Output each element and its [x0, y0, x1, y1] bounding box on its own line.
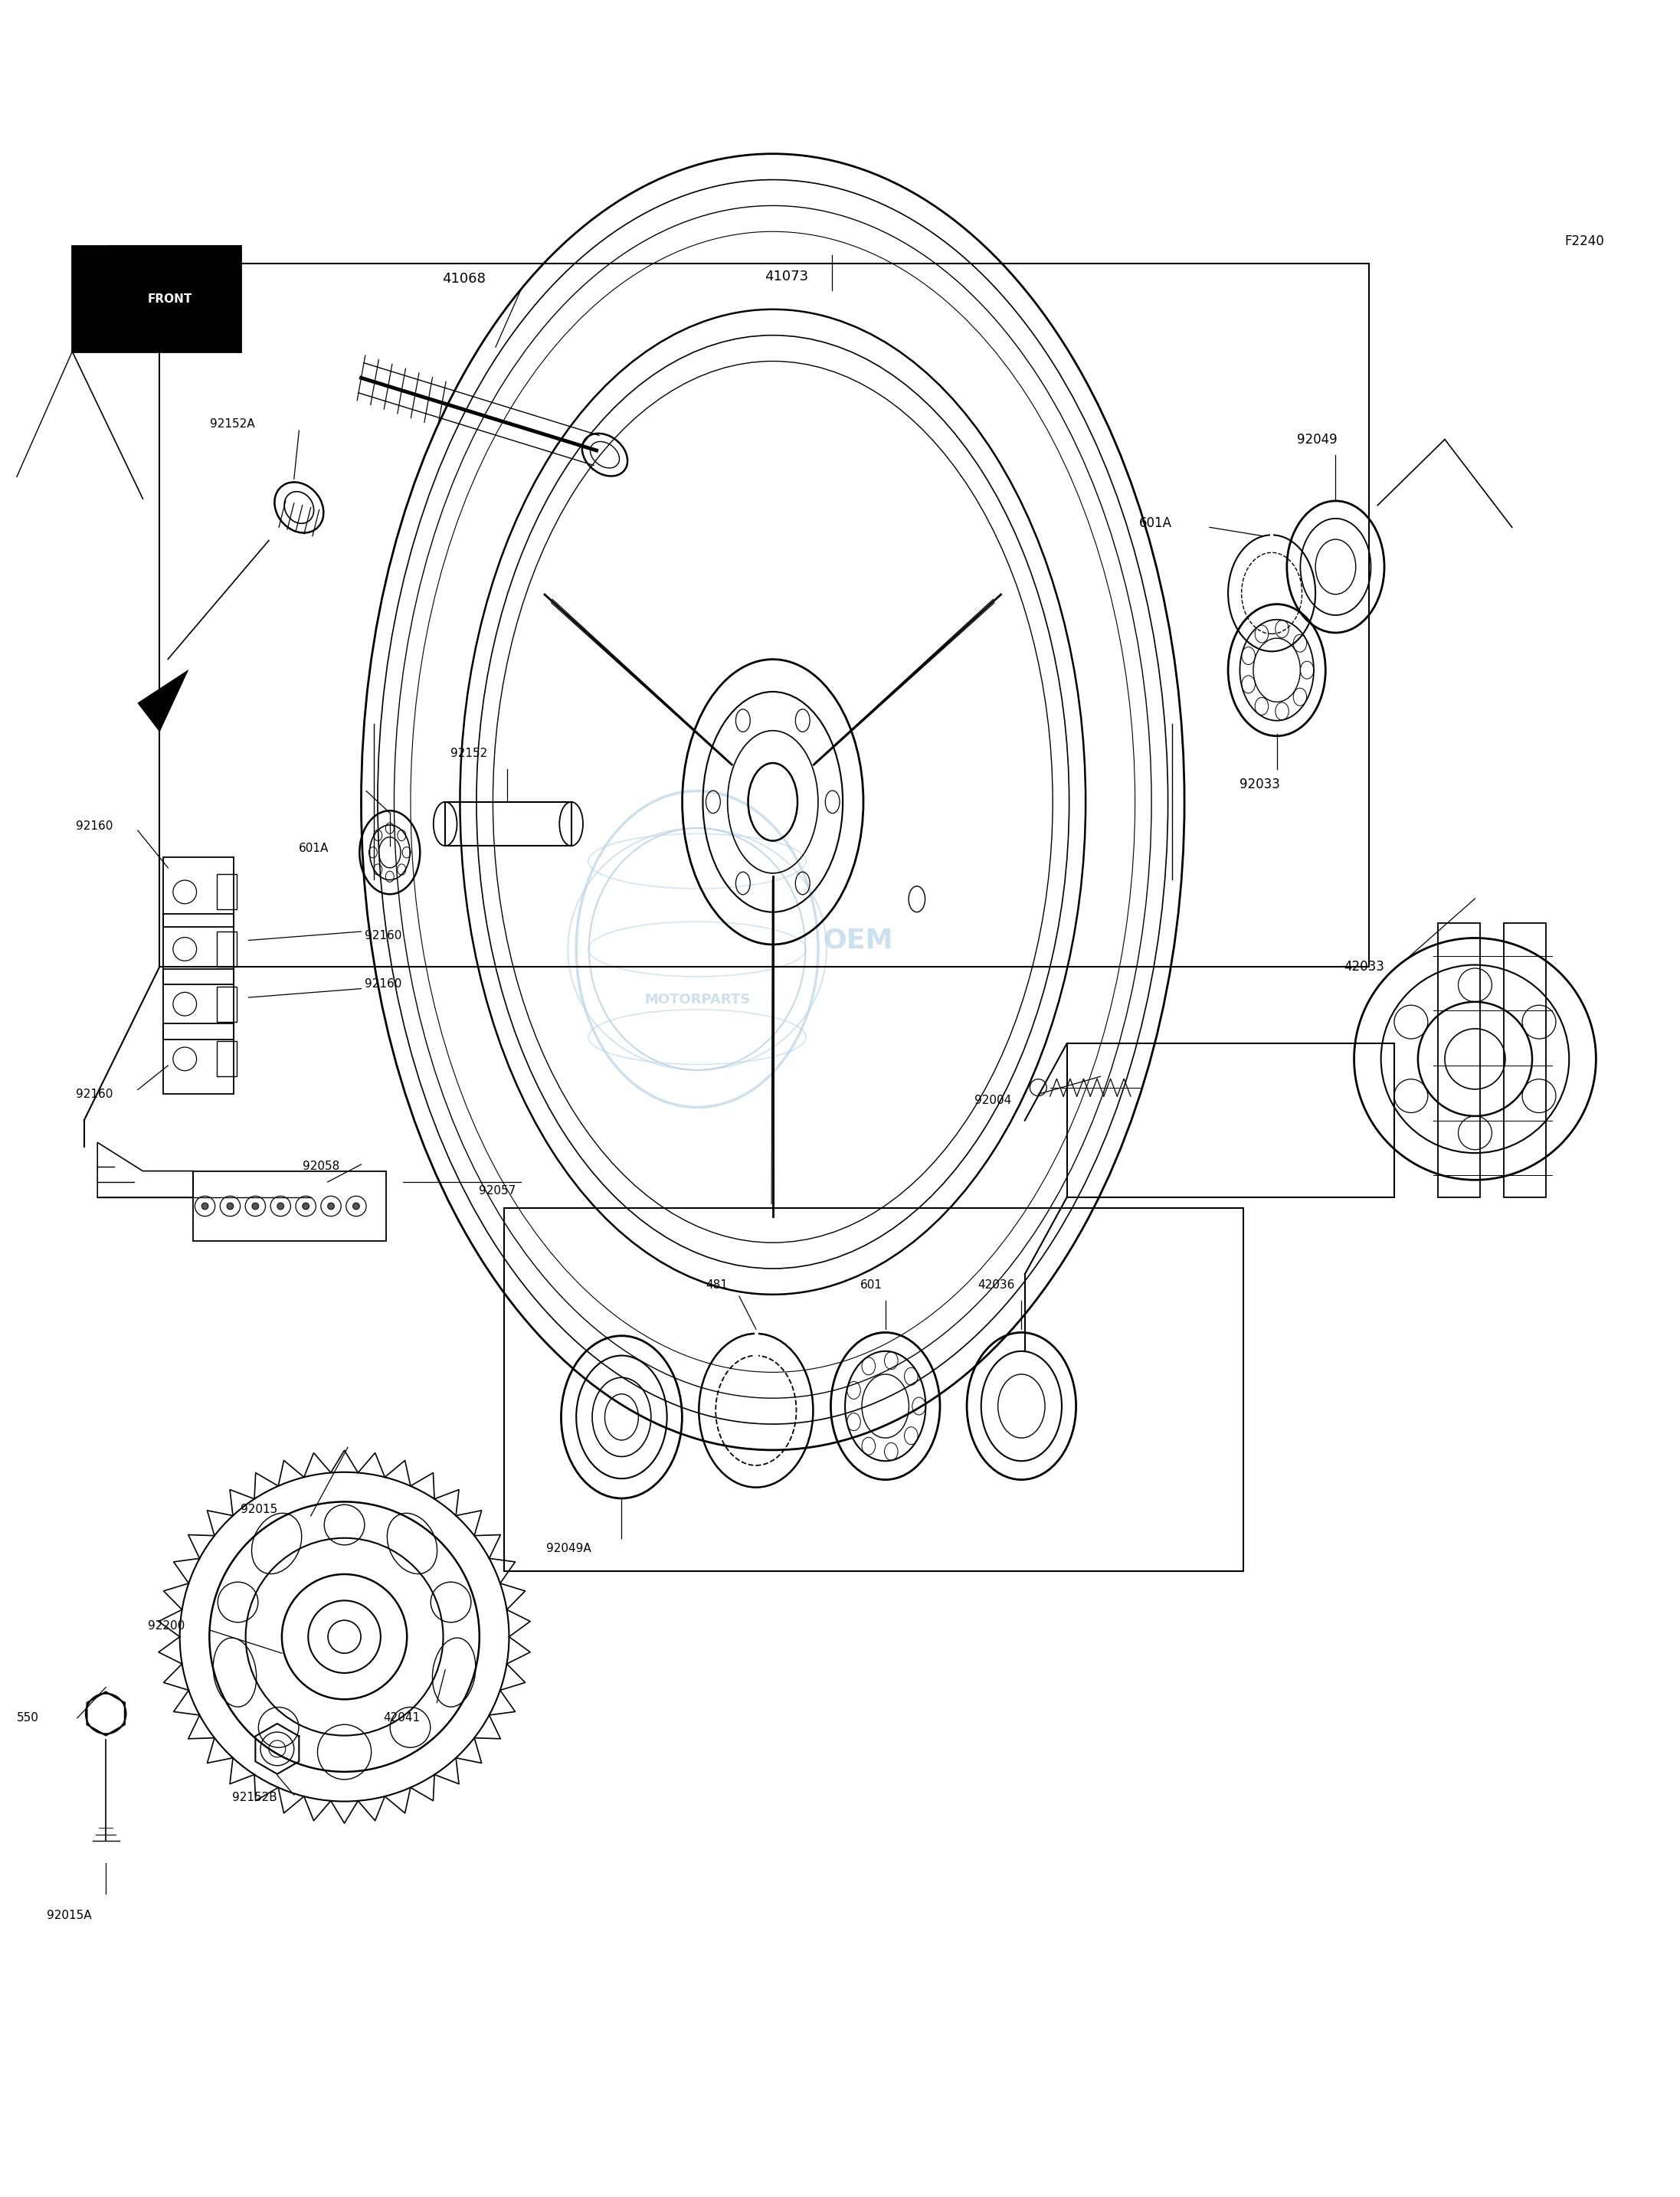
- Ellipse shape: [277, 1202, 284, 1211]
- Text: 92152: 92152: [450, 747, 487, 760]
- Text: F2240: F2240: [1564, 235, 1604, 248]
- Text: 92057: 92057: [479, 1184, 516, 1197]
- Text: 550: 550: [17, 1711, 39, 1725]
- Text: 601A: 601A: [299, 841, 329, 855]
- Text: 92015A: 92015A: [47, 1909, 92, 1922]
- Text: 92160: 92160: [76, 1088, 113, 1101]
- Ellipse shape: [353, 1202, 360, 1211]
- Bar: [1067, 1044, 1394, 1197]
- Text: 92049: 92049: [1297, 433, 1337, 446]
- FancyBboxPatch shape: [72, 246, 240, 352]
- Text: 42036: 42036: [978, 1279, 1015, 1292]
- Polygon shape: [138, 670, 188, 732]
- Ellipse shape: [252, 1202, 259, 1211]
- Bar: [163, 914, 234, 984]
- Ellipse shape: [328, 1202, 334, 1211]
- Text: 92160: 92160: [76, 819, 113, 833]
- Text: 601A: 601A: [1139, 516, 1173, 529]
- Text: FRONT: FRONT: [148, 292, 192, 305]
- Bar: [217, 1041, 237, 1077]
- Text: 41073: 41073: [764, 270, 808, 283]
- Ellipse shape: [227, 1202, 234, 1211]
- Bar: [1438, 923, 1480, 1197]
- Bar: [217, 986, 237, 1022]
- Text: OEM: OEM: [823, 927, 894, 953]
- Text: 92015: 92015: [240, 1503, 277, 1516]
- Ellipse shape: [202, 1202, 208, 1211]
- Text: 41068: 41068: [442, 272, 486, 286]
- Bar: [160, 264, 1369, 967]
- Polygon shape: [72, 246, 240, 352]
- Text: MOTORPARTS: MOTORPARTS: [643, 993, 751, 1006]
- Bar: [163, 857, 234, 927]
- Ellipse shape: [302, 1202, 309, 1211]
- Bar: [163, 969, 234, 1039]
- Text: 92200: 92200: [148, 1619, 185, 1632]
- Text: 92058: 92058: [302, 1160, 339, 1173]
- Text: 481: 481: [706, 1279, 727, 1292]
- Text: 92049A: 92049A: [546, 1542, 591, 1555]
- Bar: [217, 932, 237, 967]
- Text: 42041: 42041: [383, 1711, 420, 1725]
- Bar: [163, 1024, 234, 1094]
- Bar: [217, 874, 237, 910]
- Text: 92152A: 92152A: [210, 417, 255, 431]
- Bar: [193, 1171, 386, 1241]
- Bar: [504, 1208, 1243, 1571]
- Text: 92160: 92160: [365, 978, 402, 991]
- Text: 92160: 92160: [365, 929, 402, 943]
- Text: 92152B: 92152B: [232, 1791, 277, 1804]
- Bar: [1504, 923, 1546, 1197]
- Text: 601: 601: [860, 1279, 882, 1292]
- Bar: [445, 802, 571, 846]
- Text: 92004: 92004: [974, 1094, 1011, 1107]
- Text: 92033: 92033: [1240, 778, 1280, 791]
- Text: 42033: 42033: [1344, 960, 1384, 973]
